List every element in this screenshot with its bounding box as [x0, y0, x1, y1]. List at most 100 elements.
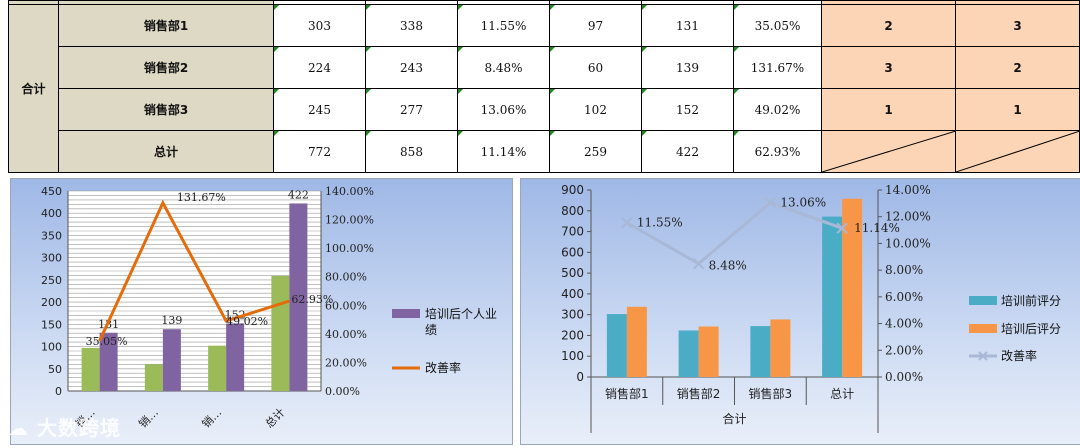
bar-before: [208, 345, 227, 391]
cell: 35.05%: [733, 4, 822, 47]
cell: 131.67%: [733, 46, 822, 89]
line-marker: [621, 217, 633, 229]
y2-tick-label: 140.00%: [325, 185, 374, 198]
y2-tick-label: 6.00%: [885, 290, 923, 304]
cell: 245: [273, 88, 366, 131]
y2-tick-label: 0.00%: [325, 385, 360, 398]
y-tick-label: 200: [561, 328, 584, 342]
y-tick-label: 450: [41, 185, 62, 198]
bar-after: [226, 323, 245, 391]
watermark-logo: ☁ 大数跨境: [8, 412, 121, 441]
legend-swatch-after: [969, 324, 997, 333]
data-label: 152: [225, 308, 246, 321]
bar-before: [271, 275, 290, 391]
y2-tick-label: 12.00%: [885, 210, 931, 224]
dept-name: 销售部2: [58, 46, 274, 89]
cell: 152: [641, 88, 734, 131]
y-tick-label: 50: [48, 363, 62, 376]
bar-before: [144, 364, 163, 391]
line-data-label: 11.14%: [854, 221, 900, 235]
y-tick-label: 900: [561, 183, 584, 197]
bar-after: [698, 326, 719, 377]
y2-tick-label: 100.00%: [325, 242, 374, 255]
y-tick-label: 400: [561, 287, 584, 301]
bar-before: [678, 330, 699, 377]
line-marker: [836, 222, 848, 234]
legend-label: 改善率: [1001, 348, 1037, 363]
rank-cell: 2: [821, 4, 956, 47]
cell: 277: [365, 88, 458, 131]
rank-cell: 1: [955, 88, 1080, 131]
y-tick-label: 400: [41, 207, 62, 220]
dept-name: 销售部3: [58, 88, 274, 131]
bar-before: [822, 216, 843, 377]
legend-label: 培训后评分: [1001, 321, 1061, 336]
y-tick-label: 800: [561, 204, 584, 218]
cell: 139: [641, 46, 734, 89]
table-row: 销售部3 245 277 13.06% 102 152 49.02% 1 1: [9, 88, 1080, 131]
x-tick-label: 销…: [136, 405, 161, 430]
table-top-stub: [8, 0, 1080, 5]
diagonal-cell: [955, 130, 1080, 173]
cell: 303: [273, 4, 366, 47]
y2-tick-label: 4.00%: [885, 317, 923, 331]
y-tick-label: 600: [561, 245, 584, 259]
bar-after: [99, 332, 118, 391]
cell: 224: [273, 46, 366, 89]
cell: 11.14%: [457, 130, 550, 173]
cell: 338: [365, 4, 458, 47]
table-row: 销售部2 224 243 8.48% 60 139 131.67% 3 2: [9, 46, 1080, 89]
y-tick-label: 0: [576, 370, 584, 384]
line-data-label: 35.05%: [86, 335, 128, 348]
legend-swatch-before: [969, 296, 997, 305]
y-tick-label: 350: [41, 229, 62, 242]
legend-label: 培训前评分: [1001, 293, 1061, 308]
x-tick-label: 销售部1: [605, 386, 649, 401]
summary-table-grid: 合计 销售部1 303 338 11.55% 97 131 35.05% 2 3…: [8, 0, 1080, 173]
x-group-label: 合计: [722, 411, 746, 426]
y2-tick-label: 2.00%: [885, 343, 923, 357]
diagonal-line: [822, 131, 956, 172]
bar-after: [842, 198, 863, 377]
dept-name: 总计: [58, 130, 274, 173]
cell: 422: [641, 130, 734, 173]
bar-after: [626, 306, 647, 377]
y-tick-label: 100: [561, 349, 584, 363]
rank-cell: 1: [821, 88, 956, 131]
cell: 97: [549, 4, 642, 47]
line-data-label: 49.02%: [226, 315, 268, 328]
line-marker: [764, 196, 777, 209]
bar-before: [606, 314, 627, 377]
cell: 858: [365, 130, 458, 173]
rank-cell: 3: [821, 46, 956, 89]
chart-left-panel: 0 50 100 150 200 250 300 350 400 450 0.00% 20.00% 40…: [10, 178, 513, 445]
line-data-label: 62.93%: [291, 293, 333, 306]
line-series: [626, 200, 843, 266]
bar-after: [770, 319, 791, 377]
table-row: 总计 772 858 11.14% 259 422 62.93%: [9, 130, 1080, 173]
cell: 8.48%: [457, 46, 550, 89]
bar-after: [162, 329, 181, 391]
legend-label-cont: 绩: [425, 323, 437, 337]
x-tick-label: 总计: [262, 405, 287, 430]
y2-tick-label: 14.00%: [885, 183, 931, 197]
y-tick-label: 300: [41, 252, 62, 265]
x-tick-label: 销售部2: [677, 386, 721, 401]
y2-tick-label: 10.00%: [885, 236, 931, 250]
cell: 11.55%: [457, 4, 550, 47]
line-data-label: 13.06%: [780, 196, 826, 210]
dept-name: 销售部1: [58, 4, 274, 47]
bar-before: [750, 326, 771, 377]
bar-before: [81, 347, 100, 391]
y-tick-label: 200: [41, 296, 62, 309]
x-tick-label: 总计: [830, 387, 854, 401]
cell: 259: [549, 130, 642, 173]
y2-tick-label: 60.00%: [325, 299, 367, 312]
y-tick-label: 300: [561, 308, 584, 322]
cell: 49.02%: [733, 88, 822, 131]
legend-label: 培训后个人业: [425, 306, 497, 321]
rank-cell: 3: [955, 4, 1080, 47]
chart-left: 0 50 100 150 200 250 300 350 400 450 0.00% 20.00% 40…: [41, 185, 497, 431]
y-tick-label: 700: [561, 225, 584, 239]
y2-tick-label: 40.00%: [325, 328, 367, 341]
